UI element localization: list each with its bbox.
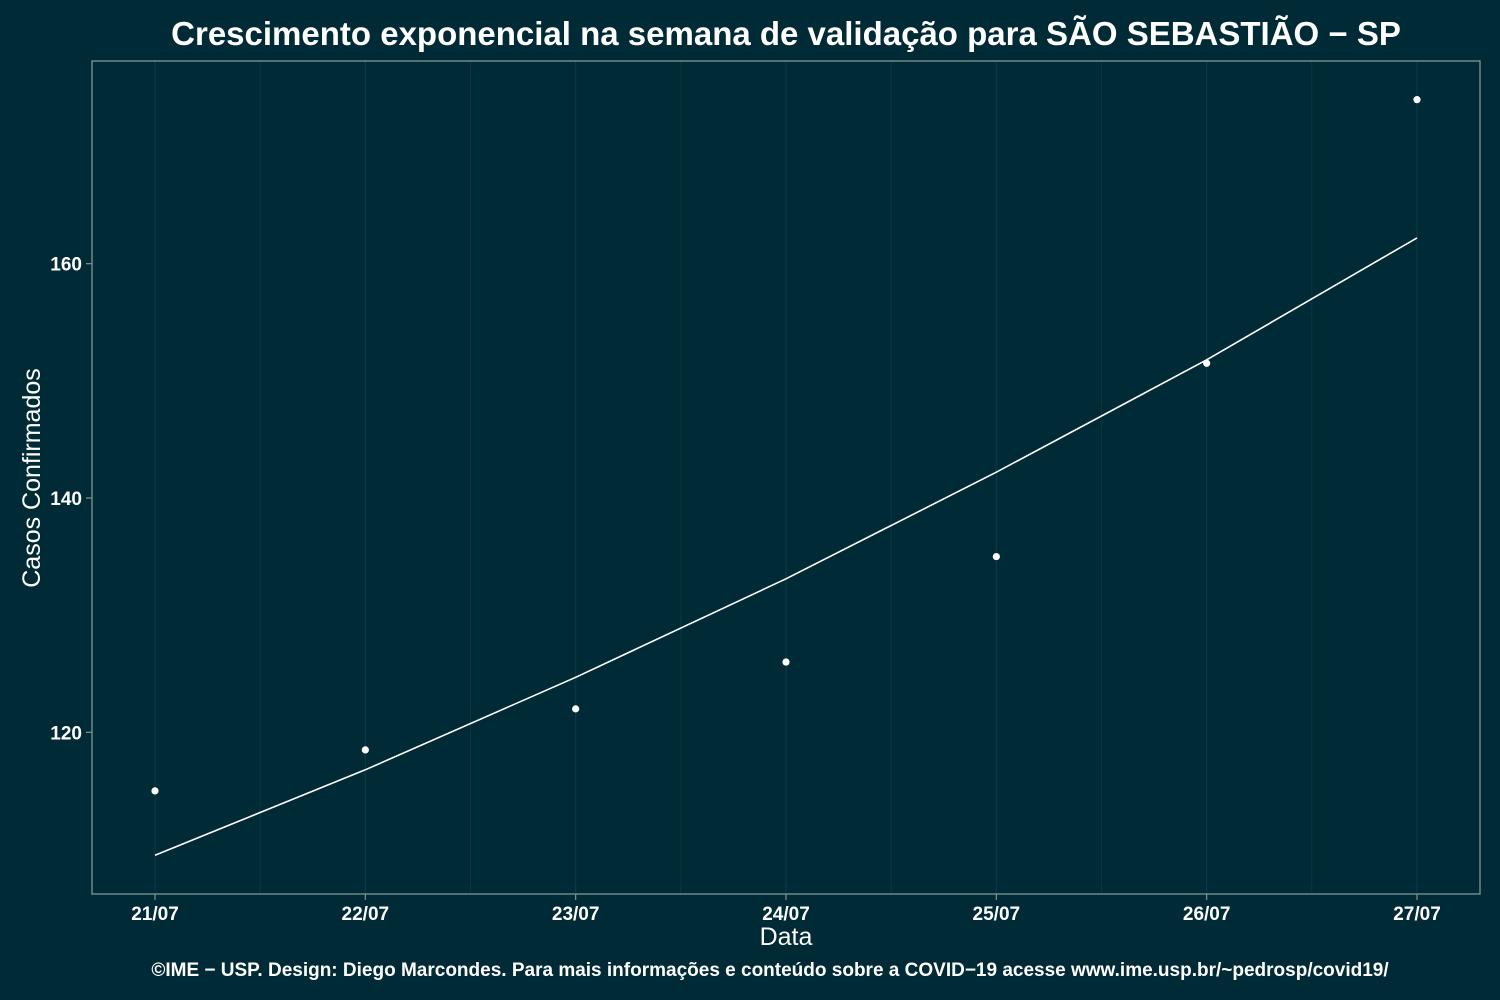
y-axis-ticks: 120 140 160 bbox=[50, 255, 92, 744]
footer-credit: ©IME − USP. Design: Diego Marcondes. Par… bbox=[151, 960, 1389, 981]
data-point bbox=[1203, 359, 1211, 367]
points-layer bbox=[151, 96, 1421, 795]
y-tick-label: 120 bbox=[50, 723, 82, 744]
x-axis-label: Data bbox=[760, 923, 813, 951]
data-point bbox=[572, 705, 580, 713]
data-point bbox=[151, 787, 159, 795]
x-tick-label: 21/07 bbox=[131, 904, 179, 925]
x-tick-label: 26/07 bbox=[1183, 904, 1231, 925]
chart-title: Crescimento exponencial na semana de val… bbox=[171, 15, 1401, 52]
y-tick-label: 140 bbox=[50, 489, 82, 510]
data-point bbox=[992, 552, 1000, 561]
data-point bbox=[782, 658, 790, 666]
x-tick-label: 27/07 bbox=[1393, 904, 1441, 925]
x-tick-label: 22/07 bbox=[342, 904, 390, 925]
x-tick-label: 24/07 bbox=[762, 904, 810, 925]
grid bbox=[154, 61, 1418, 894]
x-axis-ticks: 21/07 22/07 23/07 24/07 25/07 26/07 27/07 bbox=[131, 894, 1441, 925]
data-point bbox=[361, 746, 369, 754]
data-point bbox=[1413, 96, 1421, 104]
x-tick-label: 23/07 bbox=[552, 904, 600, 925]
y-axis-label: Casos Confirmados bbox=[18, 368, 46, 588]
x-tick-label: 25/07 bbox=[973, 904, 1021, 925]
y-tick-label: 160 bbox=[50, 255, 82, 276]
